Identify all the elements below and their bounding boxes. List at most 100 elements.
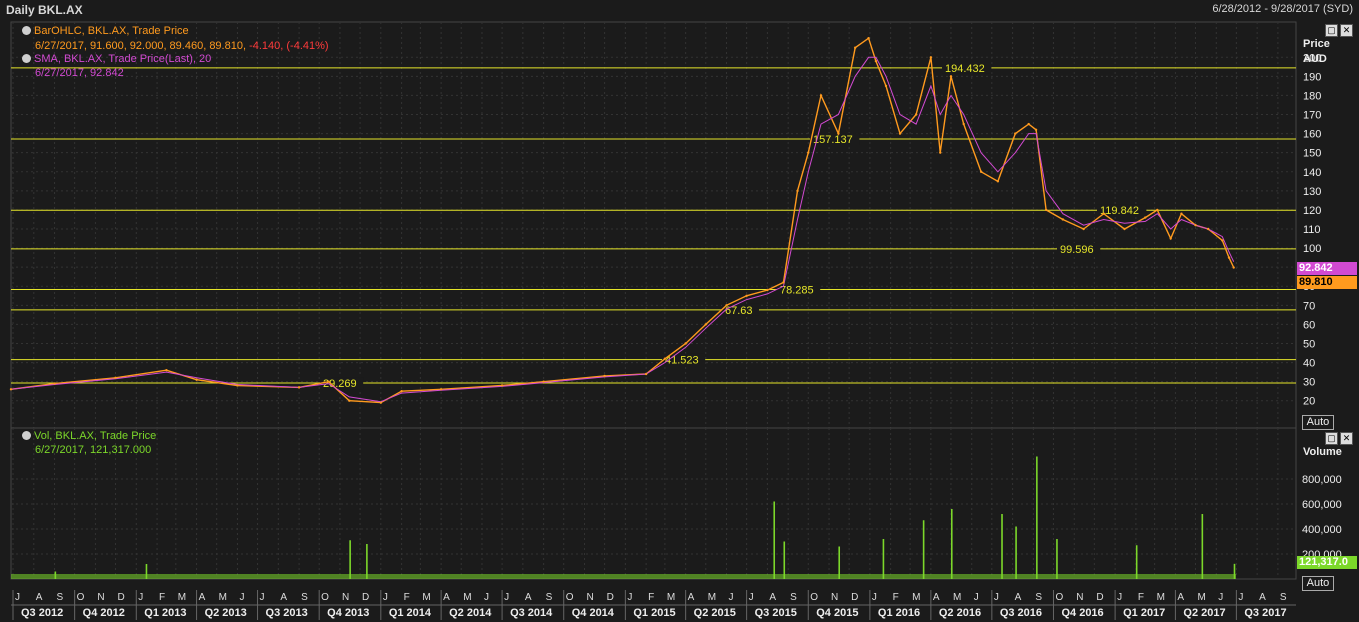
maximize-volume-icon[interactable]: ▢: [1325, 432, 1338, 445]
volume-values: 6/27/2017, 121,317.000: [35, 444, 152, 456]
month-tick-label: S: [57, 592, 64, 603]
month-tick-label: A: [1015, 592, 1022, 603]
price-point: [195, 378, 198, 381]
price-point: [1207, 227, 1210, 231]
month-tick-label: D: [851, 592, 858, 603]
price-point: [1221, 239, 1224, 242]
volume-base-fill: [11, 574, 1236, 579]
level-label-bg: [320, 377, 364, 390]
volume-tick-label: 600,000: [1302, 499, 1342, 511]
month-tick-label: A: [36, 592, 43, 603]
volume-plot-area: [10, 427, 1297, 580]
close-panel-icon[interactable]: ✕: [1340, 24, 1353, 37]
price-point: [898, 132, 902, 135]
month-tick-label: N: [97, 592, 104, 603]
quarter-tick-label: Q2 2017: [1183, 607, 1225, 619]
price-tick-label: 140: [1303, 167, 1321, 179]
price-point: [9, 388, 13, 391]
maximize-panel-icon[interactable]: ▢: [1325, 24, 1338, 37]
price-point: [1123, 227, 1126, 231]
price-auto-button[interactable]: Auto: [1302, 415, 1334, 430]
quarter-tick-label: Q3 2017: [1244, 607, 1286, 619]
sma-values: 6/27/2017, 92.842: [35, 67, 124, 79]
quarter-tick-label: Q3 2014: [510, 607, 553, 619]
level-label: 41.523: [665, 355, 699, 367]
month-tick-label: J: [504, 592, 509, 603]
sma-legend[interactable]: SMA, BKL.AX, Trade Price(Last), 20: [22, 53, 211, 65]
level-label: 29.269: [323, 378, 357, 390]
price-plot-area: [10, 21, 1297, 429]
quarter-tick-label: Q1 2016: [878, 607, 920, 619]
price-point: [379, 401, 383, 404]
month-tick-label: O: [321, 592, 329, 603]
price-point: [327, 380, 330, 383]
quarter-tick-label: Q2 2014: [449, 607, 492, 619]
month-tick-label: J: [260, 592, 265, 603]
month-tick-label: M: [953, 592, 961, 603]
legend-toggle-icon[interactable]: [22, 431, 31, 440]
month-tick-label: J: [383, 592, 388, 603]
legend-toggle-icon[interactable]: [22, 54, 31, 63]
volume-bar: [349, 540, 351, 579]
month-tick-label: M: [912, 592, 920, 603]
volume-bar: [922, 520, 925, 579]
quarter-tick-label: Q3 2015: [755, 607, 797, 619]
quarter-tick-label: Q4 2016: [1061, 607, 1103, 619]
month-tick-label: A: [769, 592, 776, 603]
volume-axis-title: Volume: [1303, 446, 1342, 458]
price-point: [165, 369, 168, 372]
month-tick-label: J: [1218, 592, 1223, 603]
quarter-tick-label: Q3 2012: [21, 607, 63, 619]
price-point: [745, 294, 748, 297]
price-point: [1156, 208, 1159, 212]
legend-toggle-icon[interactable]: [22, 26, 31, 35]
month-tick-label: S: [790, 592, 797, 603]
month-tick-label: F: [648, 592, 654, 603]
date-range: 6/28/2012 - 9/28/2017 (SYD): [1212, 3, 1353, 15]
volume-auto-button[interactable]: Auto: [1302, 576, 1334, 591]
price-point: [807, 151, 810, 154]
volume-bar: [950, 509, 953, 579]
price-point: [297, 386, 301, 389]
month-tick-label: M: [178, 592, 186, 603]
month-tick-label: M: [1157, 592, 1165, 603]
ohlc-legend[interactable]: BarOHLC, BKL.AX, Trade Price: [22, 25, 189, 37]
price-tick-label: 70: [1303, 300, 1315, 312]
month-tick-label: S: [1035, 592, 1042, 603]
volume-legend[interactable]: Vol, BKL.AX, Trade Price: [22, 430, 156, 442]
volume-bar: [773, 501, 776, 579]
price-point: [1194, 223, 1197, 227]
price-point: [1227, 256, 1231, 259]
sma-series-line: [10, 56, 1235, 403]
price-point: [782, 281, 785, 284]
price-tick-label: 200: [1303, 52, 1321, 64]
price-point: [725, 304, 728, 307]
quarter-tick-label: Q3 2016: [1000, 607, 1042, 619]
month-tick-label: N: [831, 592, 838, 603]
month-tick-label: J: [994, 592, 999, 603]
price-point: [962, 122, 965, 126]
price-tick-label: 30: [1303, 377, 1315, 389]
quarter-tick-label: Q4 2014: [572, 607, 615, 619]
price-point: [914, 113, 918, 116]
price-tick-label: 100: [1303, 243, 1321, 255]
quarter-tick-label: Q1 2017: [1123, 607, 1165, 619]
price-tick-label: 60: [1303, 319, 1315, 331]
volume-bar: [1036, 456, 1038, 579]
month-tick-label: M: [667, 592, 675, 603]
price-point: [796, 189, 799, 193]
volume-tick-label: 800,000: [1302, 474, 1342, 486]
price-axis-title: Price: [1303, 38, 1330, 50]
level-label-bg: [1097, 204, 1147, 217]
month-tick-label: S: [1280, 592, 1287, 603]
close-volume-icon[interactable]: ✕: [1340, 432, 1353, 445]
price-tick-label: 190: [1303, 71, 1321, 83]
price-point: [1014, 132, 1017, 135]
price-point: [1102, 212, 1105, 215]
price-point: [979, 170, 983, 173]
price-point: [1232, 266, 1235, 269]
month-tick-label: A: [280, 592, 287, 603]
